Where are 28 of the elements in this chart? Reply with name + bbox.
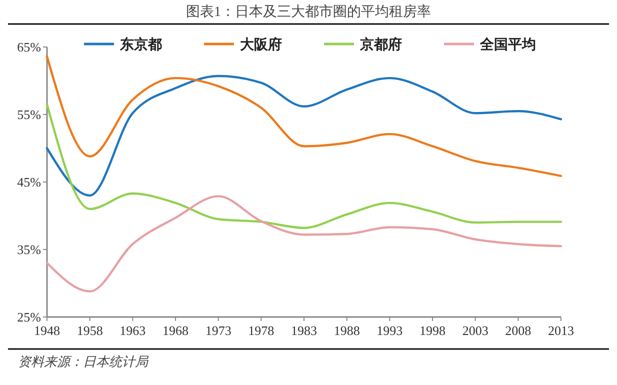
x-tick-label: 1968 bbox=[162, 323, 188, 338]
y-tick-label: 45% bbox=[17, 174, 42, 190]
chart-title: 图表1：日本及三大都市圈的平均租房率 bbox=[186, 4, 431, 20]
x-tick-label: 1963 bbox=[120, 323, 146, 338]
x-tick-label: 1993 bbox=[376, 323, 403, 338]
line-series bbox=[46, 103, 562, 229]
legend-label: 京都府 bbox=[359, 36, 402, 53]
y-tick-label: 25% bbox=[17, 310, 42, 325]
x-tick-label: 2008 bbox=[505, 323, 532, 338]
y-tick-label: 55% bbox=[17, 107, 42, 122]
line-series bbox=[46, 195, 562, 292]
line-series bbox=[46, 74, 562, 197]
x-tick-label: 1973 bbox=[205, 323, 232, 338]
x-tick-label: 1998 bbox=[420, 323, 446, 338]
text: 资料来源：日本统计局 bbox=[18, 354, 149, 369]
legend-label: 全国平均 bbox=[479, 36, 536, 53]
x-tick-label: 1948 bbox=[34, 323, 60, 338]
y-tick-label: 65% bbox=[17, 40, 42, 55]
legend-label: 东京都 bbox=[119, 36, 162, 53]
x-tick-label: 1958 bbox=[76, 323, 103, 338]
y-tick-label: 35% bbox=[17, 242, 42, 258]
line-series bbox=[46, 55, 562, 178]
x-tick-label: 2013 bbox=[548, 323, 574, 338]
legend-label: 大阪府 bbox=[240, 36, 282, 53]
x-tick-label: 1988 bbox=[334, 323, 360, 338]
x-tick-label: 2003 bbox=[462, 323, 488, 338]
x-tick-label: 1983 bbox=[291, 323, 317, 338]
x-tick-label: 1978 bbox=[248, 323, 274, 338]
